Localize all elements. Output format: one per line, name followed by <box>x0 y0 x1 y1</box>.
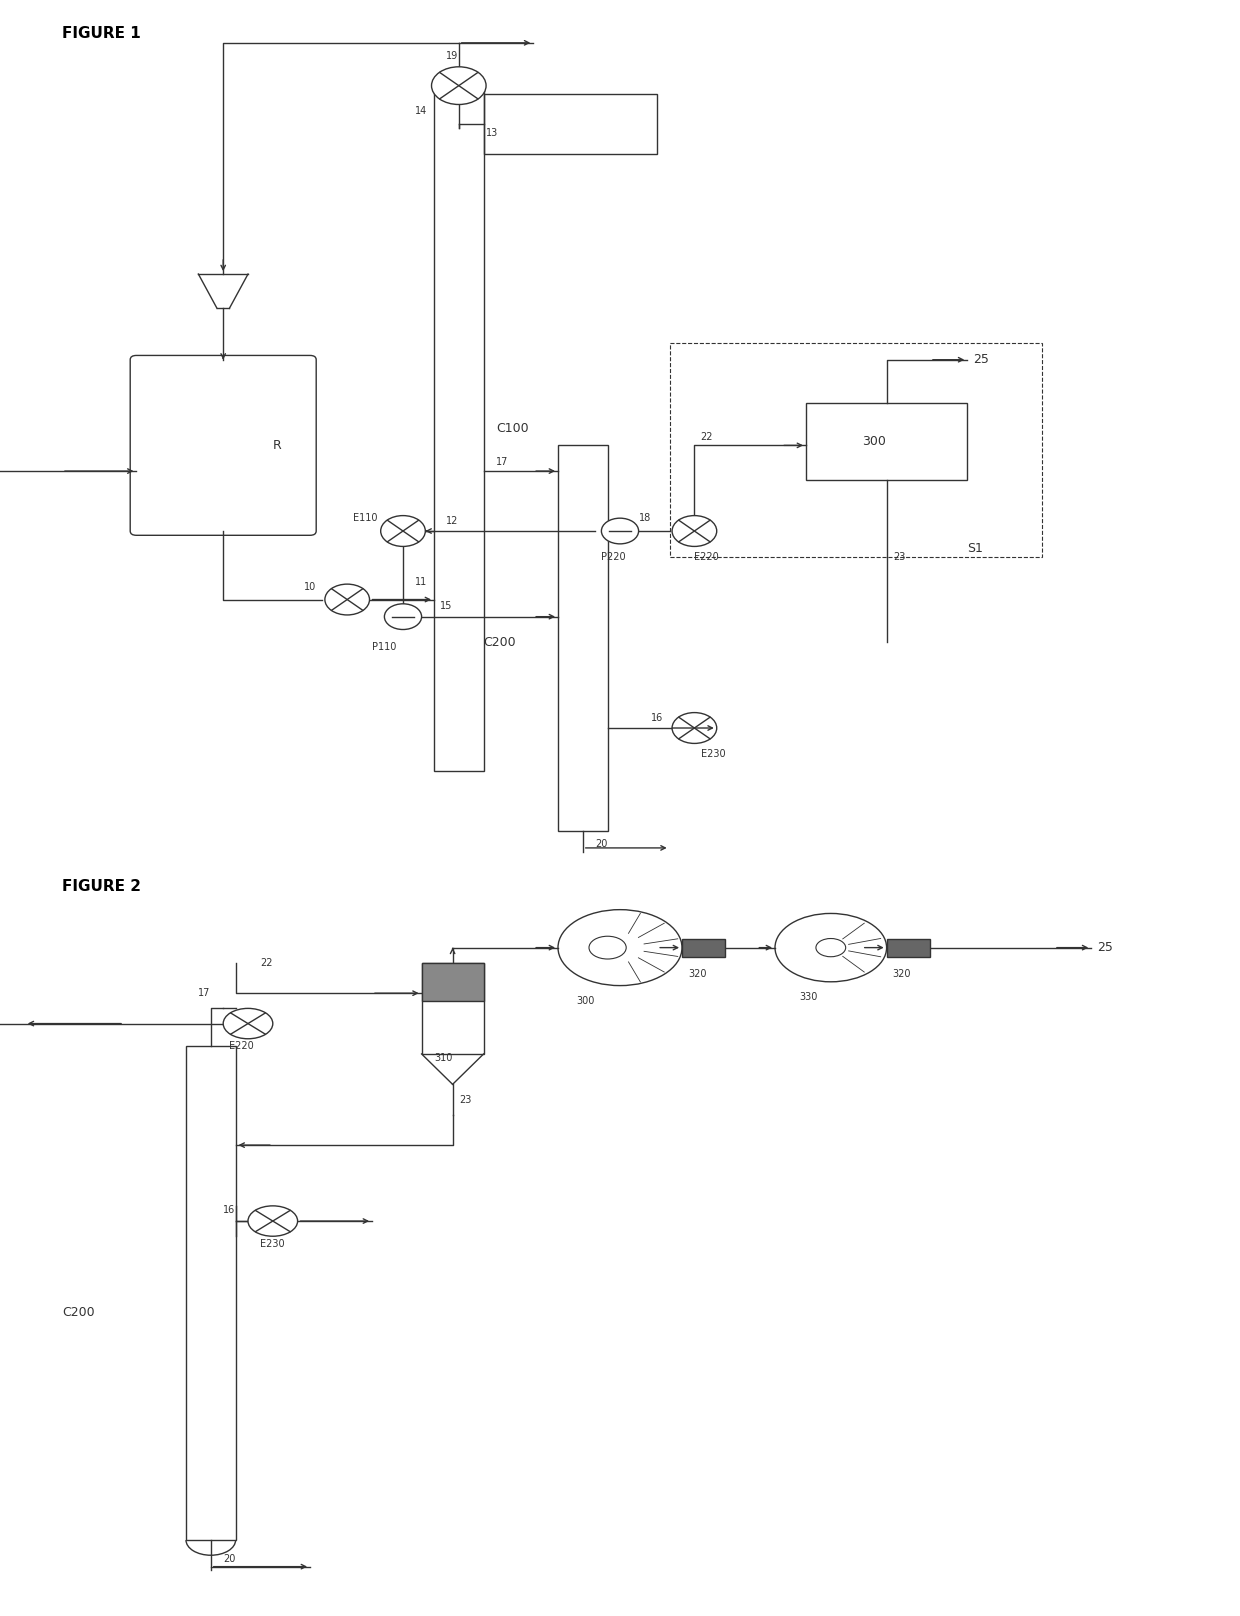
Bar <box>682 939 725 957</box>
Text: 25: 25 <box>973 354 990 367</box>
Bar <box>186 1047 236 1540</box>
Circle shape <box>325 583 370 616</box>
Circle shape <box>384 604 422 630</box>
Text: 22: 22 <box>260 958 273 968</box>
Text: 11: 11 <box>415 577 428 587</box>
Circle shape <box>601 519 639 545</box>
Text: 320: 320 <box>688 970 707 979</box>
Text: 17: 17 <box>496 457 508 467</box>
Text: C200: C200 <box>484 635 516 650</box>
Text: 17: 17 <box>198 989 211 999</box>
Text: 310: 310 <box>434 1052 453 1063</box>
Text: 23: 23 <box>893 551 905 562</box>
Text: C100: C100 <box>496 422 528 435</box>
Text: 22: 22 <box>701 431 713 441</box>
Text: FIGURE 2: FIGURE 2 <box>62 879 141 894</box>
Text: C200: C200 <box>62 1306 94 1319</box>
Text: 20: 20 <box>595 839 608 848</box>
Text: 300: 300 <box>577 995 595 1005</box>
Text: 320: 320 <box>893 970 911 979</box>
Bar <box>434 86 484 771</box>
Text: 330: 330 <box>800 992 818 1002</box>
Text: 300: 300 <box>862 435 885 448</box>
Text: P220: P220 <box>601 551 626 562</box>
Text: P110: P110 <box>372 642 397 651</box>
Text: 20: 20 <box>223 1555 236 1564</box>
Text: 16: 16 <box>651 713 663 722</box>
Bar <box>806 402 967 480</box>
Circle shape <box>381 516 425 546</box>
Circle shape <box>672 516 717 546</box>
Text: E110: E110 <box>353 514 378 524</box>
Text: 13: 13 <box>486 128 498 137</box>
Bar <box>887 939 930 957</box>
Circle shape <box>672 713 717 743</box>
Text: 15: 15 <box>440 601 453 611</box>
Text: 23: 23 <box>459 1094 471 1104</box>
Text: R: R <box>273 440 281 452</box>
Bar <box>670 343 1042 556</box>
Bar <box>484 94 657 154</box>
Text: 10: 10 <box>304 582 316 591</box>
Text: 16: 16 <box>223 1204 236 1215</box>
Text: 18: 18 <box>639 514 651 524</box>
Bar <box>422 963 484 1054</box>
Text: FIGURE 1: FIGURE 1 <box>62 26 141 40</box>
Text: S1: S1 <box>967 541 983 554</box>
Text: 25: 25 <box>1097 941 1114 953</box>
Text: 14: 14 <box>415 107 428 116</box>
Text: E230: E230 <box>701 748 725 758</box>
Text: 19: 19 <box>446 50 459 61</box>
Circle shape <box>432 66 486 105</box>
Bar <box>558 446 608 831</box>
Text: E220: E220 <box>229 1041 254 1052</box>
Text: E220: E220 <box>694 551 719 562</box>
Text: E230: E230 <box>260 1239 285 1249</box>
Circle shape <box>248 1206 298 1236</box>
Circle shape <box>223 1008 273 1039</box>
Bar <box>422 963 484 1000</box>
Text: 12: 12 <box>446 516 459 525</box>
